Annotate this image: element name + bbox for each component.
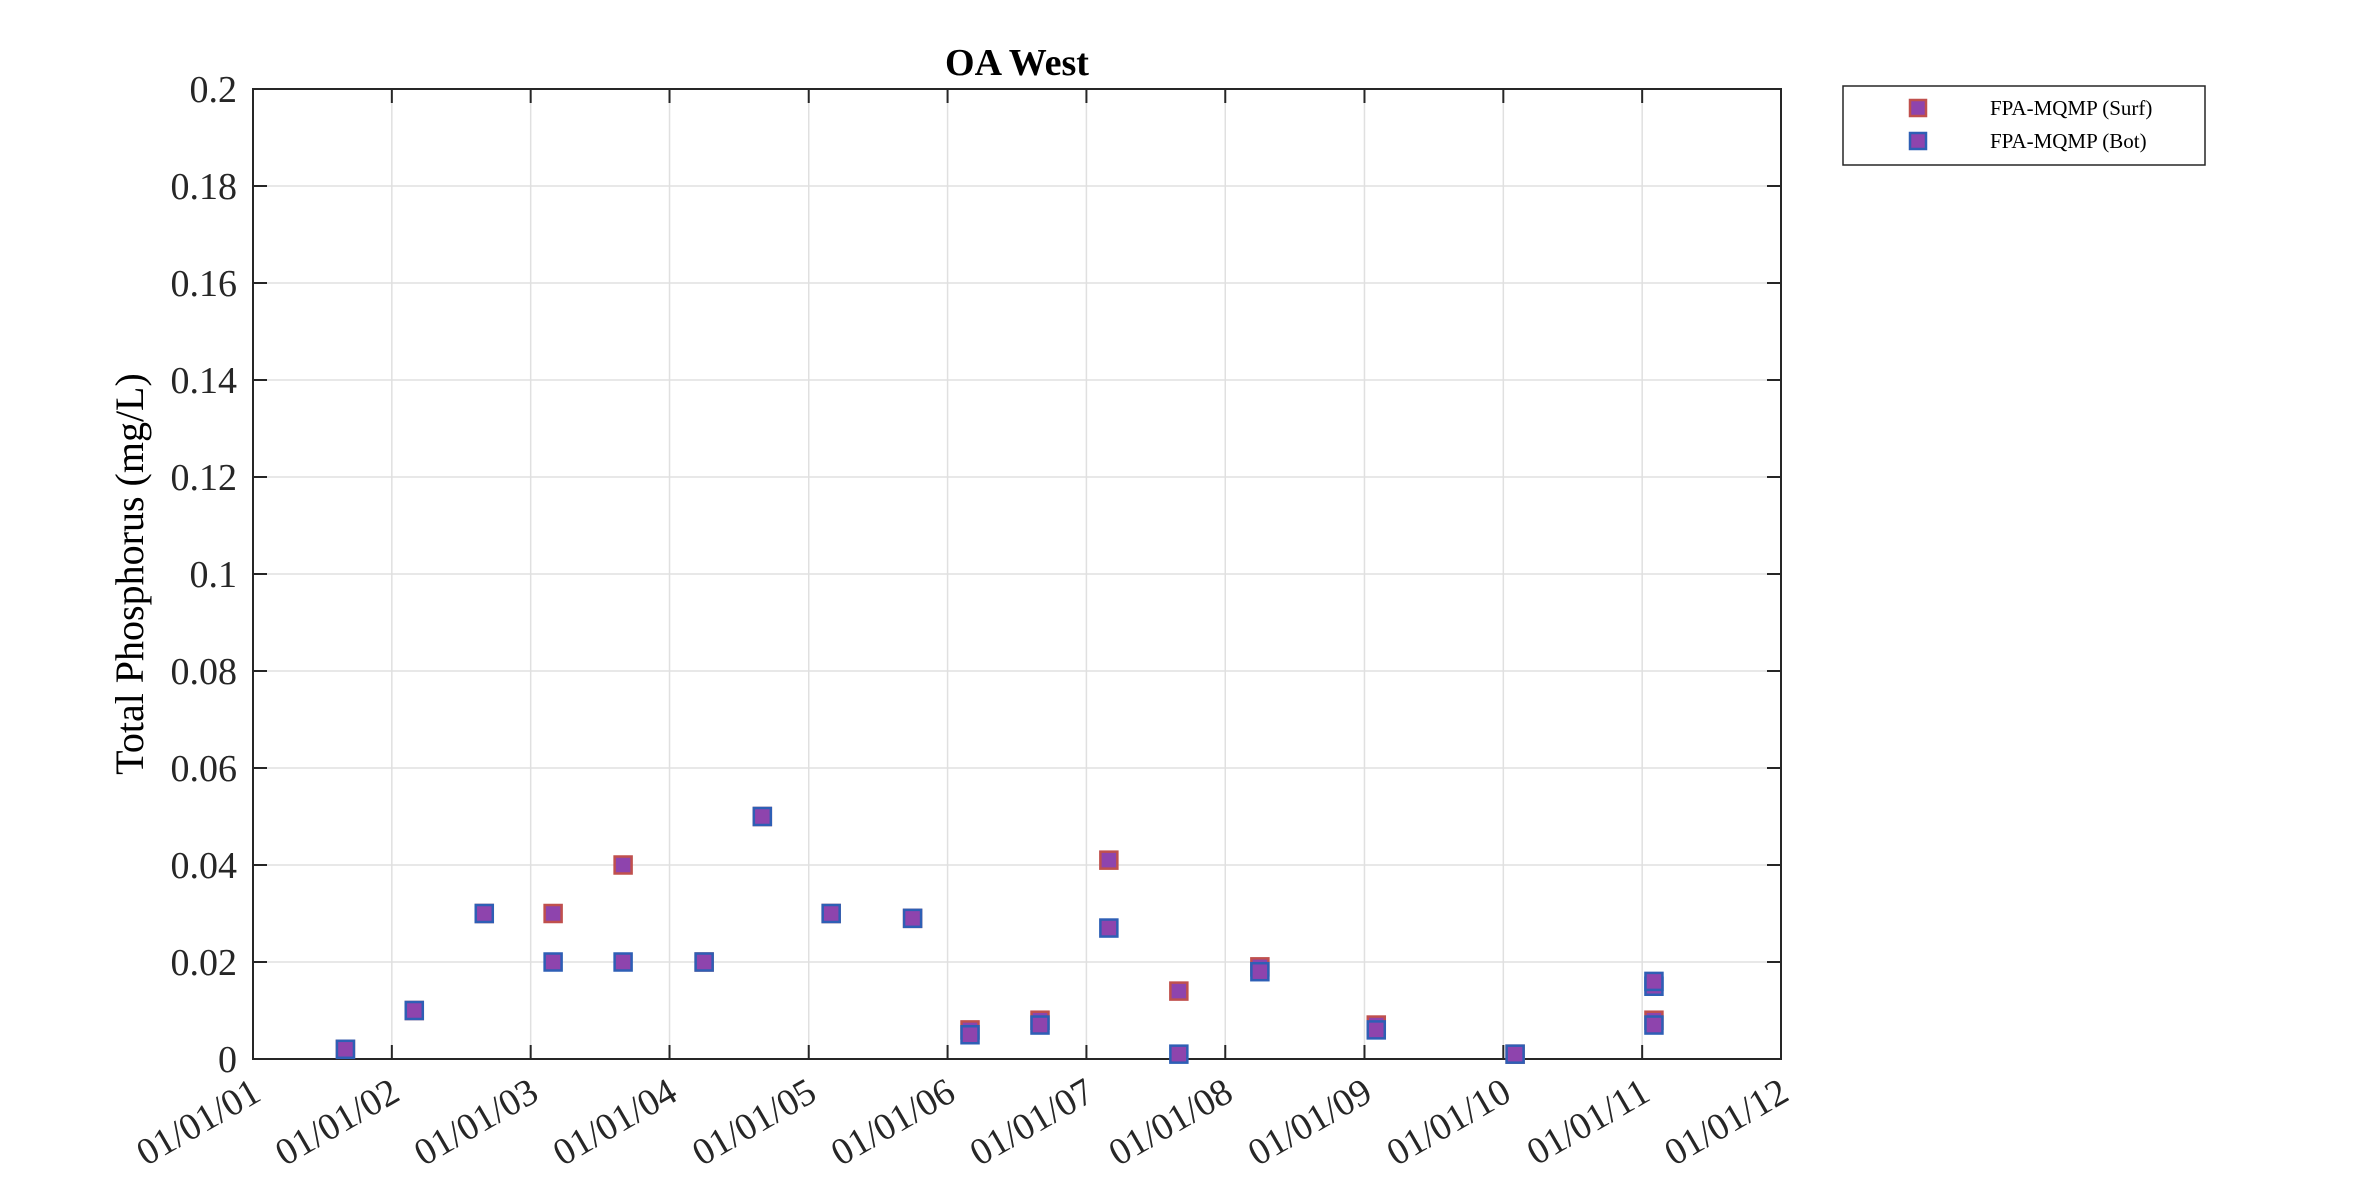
data-point [474, 903, 495, 924]
data-point [613, 952, 633, 972]
y-tick-label: 0.2 [190, 69, 238, 111]
series-bot [335, 806, 1664, 1064]
data-point [1169, 1044, 1189, 1064]
legend-marker [1908, 131, 1928, 151]
data-markers [335, 806, 1664, 1064]
data-point [960, 1025, 980, 1045]
y-axis-label: Total Phosphorus (mg/L) [107, 373, 152, 775]
data-point [335, 1039, 356, 1060]
x-tick-label: 01/01/02 [268, 1070, 406, 1174]
x-tick-label: 01/01/11 [1520, 1070, 1657, 1173]
x-tick-label: 01/01/04 [546, 1070, 684, 1174]
y-tick-label: 0.18 [171, 166, 238, 208]
x-tick-label: 01/01/12 [1657, 1070, 1795, 1174]
legend-box [1842, 85, 2206, 166]
x-tick-label: 01/01/03 [407, 1070, 545, 1174]
data-point [1366, 1020, 1387, 1040]
data-point [1099, 850, 1119, 870]
x-tick-label: 01/01/09 [1241, 1070, 1379, 1174]
data-point [1250, 961, 1270, 982]
x-tick-label: 01/01/07 [963, 1070, 1101, 1174]
data-point [821, 903, 841, 924]
y-tick-label: 0.1 [190, 554, 238, 596]
y-tick-label: 0.06 [171, 748, 238, 790]
x-tick-label: 01/01/01 [129, 1070, 267, 1174]
y-tick-label: 0 [218, 1039, 237, 1081]
x-tick-label: 01/01/06 [824, 1070, 962, 1174]
data-point [752, 806, 773, 827]
y-tick-label: 0.08 [171, 651, 238, 693]
data-point [404, 1000, 425, 1021]
legend-label: FPA-MQMP (Bot) [1990, 129, 2147, 153]
y-tick-label: 0.16 [171, 263, 238, 305]
data-point [543, 952, 563, 972]
legend-marker [1908, 98, 1928, 118]
data-point [694, 952, 714, 972]
x-tick-label: 01/01/08 [1102, 1070, 1240, 1174]
data-point [1030, 1015, 1050, 1035]
data-point [1644, 1015, 1664, 1035]
legend-label: FPA-MQMP (Surf) [1990, 96, 2152, 120]
y-tick-label: 0.12 [171, 457, 238, 499]
y-tick-label: 0.02 [171, 942, 238, 984]
legend: FPA-MQMP (Surf) FPA-MQMP (Bot) [1842, 85, 2206, 166]
x-tick-label: 01/01/05 [685, 1070, 823, 1174]
data-point [902, 908, 923, 929]
data-point [543, 903, 563, 924]
y-tick-label: 0.04 [171, 845, 238, 887]
chart-title: OA West [945, 42, 1089, 84]
x-tick-label: 01/01/10 [1380, 1070, 1518, 1174]
y-tick-label: 0.14 [171, 360, 238, 402]
axis-ticks: 0 0.02 0.04 0.06 0.08 0.1 0.12 0.14 0.16 0.18 0.2 0… [129, 69, 1795, 1174]
data-point [613, 855, 633, 875]
data-point [1505, 1044, 1525, 1064]
data-point [1169, 981, 1189, 1001]
data-point [1099, 918, 1119, 938]
data-point [1644, 971, 1664, 992]
series-surf [335, 806, 1664, 1064]
